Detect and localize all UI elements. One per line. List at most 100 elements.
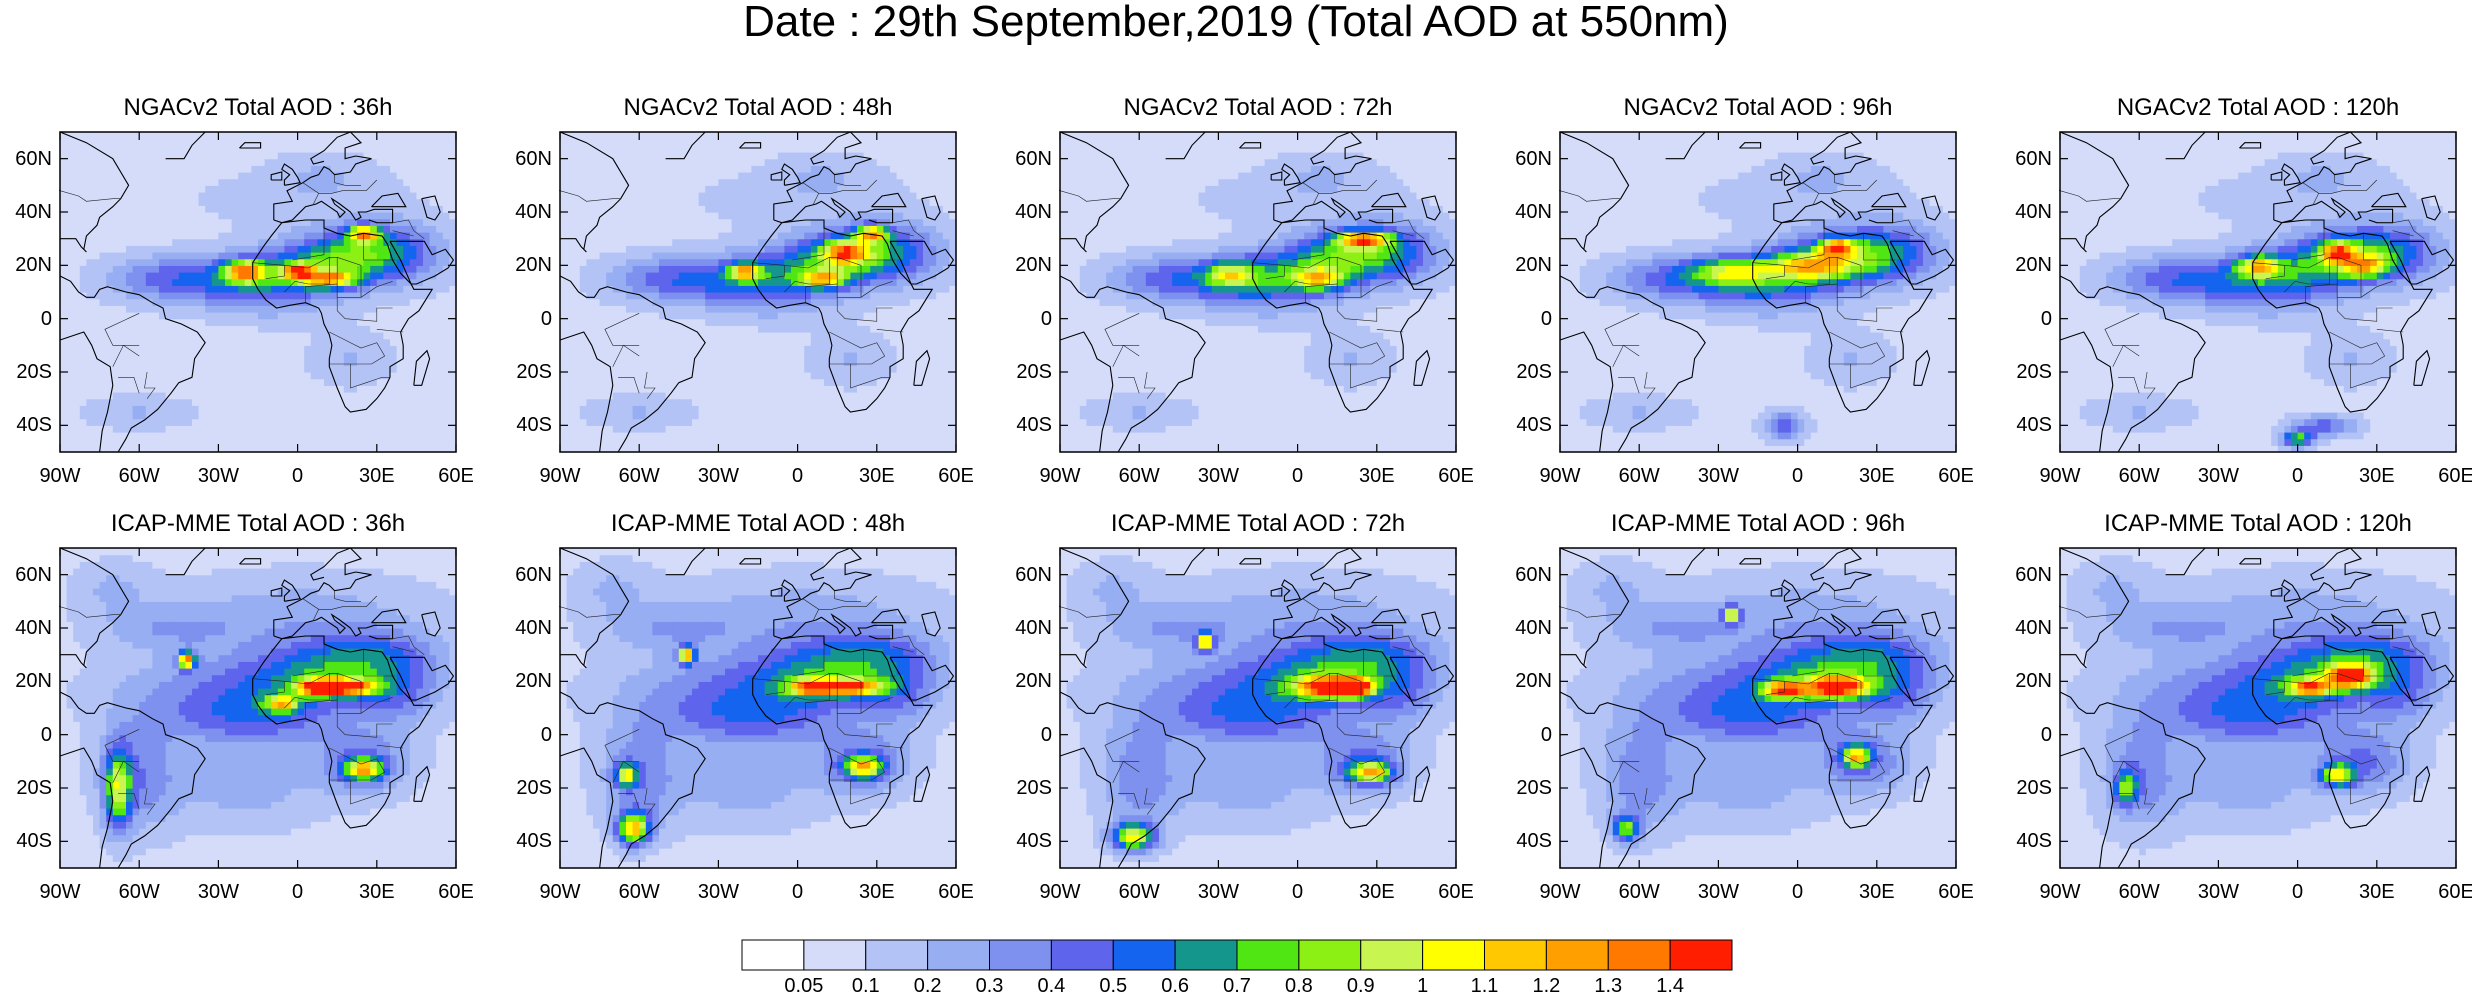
- aod-cell: [738, 292, 745, 299]
- aod-cell: [771, 159, 778, 166]
- aod-cell: [804, 259, 811, 266]
- aod-cell: [784, 225, 791, 232]
- aod-cell: [423, 439, 430, 446]
- aod-cell: [738, 419, 745, 426]
- aod-cell: [390, 159, 397, 166]
- aod-cell: [679, 232, 686, 239]
- aod-cell: [798, 412, 805, 419]
- aod-cell: [718, 152, 725, 159]
- aod-cell: [784, 339, 791, 346]
- aod-cell: [383, 359, 390, 366]
- aod-cell: [416, 385, 423, 392]
- aod-cell: [232, 299, 239, 306]
- aod-cell: [192, 285, 199, 292]
- aod-cell: [199, 165, 206, 172]
- aod-cell: [212, 185, 219, 192]
- aod-cell: [383, 405, 390, 412]
- aod-cell: [639, 265, 646, 272]
- aod-cell: [218, 439, 225, 446]
- aod-cell: [633, 259, 640, 266]
- aod-cell: [771, 199, 778, 206]
- aod-cell: [350, 272, 357, 279]
- aod-cell: [430, 372, 437, 379]
- aod-cell: [679, 352, 686, 359]
- aod-cell: [600, 232, 607, 239]
- aod-cell: [580, 132, 587, 139]
- aod-cell: [172, 219, 179, 226]
- aod-cell: [423, 145, 430, 152]
- aod-cell: [172, 145, 179, 152]
- aod-cell: [804, 392, 811, 399]
- aod-cell: [745, 385, 752, 392]
- aod-cell: [758, 365, 765, 372]
- aod-cell: [593, 165, 600, 172]
- aod-cell: [811, 412, 818, 419]
- aod-cell: [126, 219, 133, 226]
- aod-cell: [718, 212, 725, 219]
- aod-cell: [258, 399, 265, 406]
- aod-cell: [613, 372, 620, 379]
- aod-cell: [179, 279, 186, 286]
- aod-cell: [311, 419, 318, 426]
- aod-cell: [725, 352, 732, 359]
- aod-cell: [172, 372, 179, 379]
- aod-cell: [146, 239, 153, 246]
- aod-cell: [679, 252, 686, 259]
- aod-cell: [765, 352, 772, 359]
- aod-cell: [172, 172, 179, 179]
- aod-cell: [758, 159, 765, 166]
- aod-cell: [179, 265, 186, 272]
- aod-cell: [751, 165, 758, 172]
- aod-cell: [606, 159, 613, 166]
- aod-cell: [593, 239, 600, 246]
- aod-cell: [324, 439, 331, 446]
- aod-cell: [745, 339, 752, 346]
- aod-cell: [652, 185, 659, 192]
- aod-cell: [666, 159, 673, 166]
- aod-cell: [416, 425, 423, 432]
- aod-cell: [771, 152, 778, 159]
- aod-cell: [159, 239, 166, 246]
- aod-cell: [639, 372, 646, 379]
- aod-cell: [817, 339, 824, 346]
- aod-cell: [784, 325, 791, 332]
- aod-cell: [73, 399, 80, 406]
- aod-cell: [304, 419, 311, 426]
- aod-cell: [199, 172, 206, 179]
- aod-cell: [633, 145, 640, 152]
- aod-cell: [225, 245, 232, 252]
- aod-cell: [133, 265, 140, 272]
- aod-cell: [159, 139, 166, 146]
- aod-cell: [73, 145, 80, 152]
- aod-cell: [705, 152, 712, 159]
- aod-cell: [745, 292, 752, 299]
- aod-cell: [232, 319, 239, 326]
- aod-cell: [133, 165, 140, 172]
- aod-cell: [317, 339, 324, 346]
- aod-cell: [100, 272, 107, 279]
- aod-cell: [304, 332, 311, 339]
- aod-cell: [126, 259, 133, 266]
- aod-cell: [619, 205, 626, 212]
- aod-cell: [86, 199, 93, 206]
- aod-cell: [278, 232, 285, 239]
- aod-cell: [646, 272, 653, 279]
- aod-cell: [390, 412, 397, 419]
- aod-cell: [146, 285, 153, 292]
- aod-cell: [771, 399, 778, 406]
- aod-cell: [672, 419, 679, 426]
- aod-cell: [560, 299, 567, 306]
- aod-cell: [745, 239, 752, 246]
- aod-cell: [364, 252, 371, 259]
- aod-cell: [67, 172, 74, 179]
- aod-cell: [133, 332, 140, 339]
- aod-cell: [344, 159, 351, 166]
- aod-cell: [580, 372, 587, 379]
- aod-cell: [232, 325, 239, 332]
- aod-cell: [811, 139, 818, 146]
- aod-cell: [738, 432, 745, 439]
- aod-cell: [265, 385, 272, 392]
- aod-cell: [410, 152, 417, 159]
- aod-cell: [672, 205, 679, 212]
- aod-cell: [712, 399, 719, 406]
